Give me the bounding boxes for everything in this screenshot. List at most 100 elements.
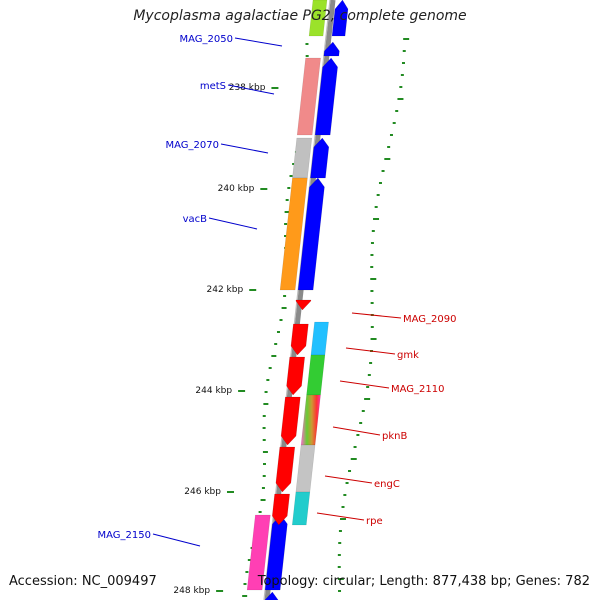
- cog-block: [306, 354, 326, 396]
- kbp-tick-label: 246 kbp: [184, 487, 221, 497]
- gene-arrow-track: [264, 0, 349, 600]
- cog-block: [300, 394, 321, 446]
- gene-arrow: [290, 323, 309, 356]
- gc-tick: [274, 343, 278, 345]
- gc-tick: [338, 542, 342, 544]
- gene-leader-line: [332, 426, 381, 436]
- kbp-tick-mark: [238, 390, 246, 392]
- gc-tick: [370, 278, 377, 280]
- gc-tick: [337, 554, 341, 556]
- gc-tick: [247, 559, 251, 561]
- gene-leader-line: [234, 37, 283, 47]
- gc-tick: [401, 62, 405, 64]
- gc-tick: [287, 187, 291, 189]
- gc-tick: [359, 422, 363, 424]
- gc-tick: [262, 451, 268, 453]
- gene-arrow: [323, 41, 340, 57]
- gc-tick: [353, 446, 357, 448]
- gc-tick: [370, 326, 374, 328]
- gc-tick: [369, 362, 373, 364]
- gc-tick: [285, 199, 289, 201]
- gc-tick: [356, 434, 360, 436]
- gc-tick: [337, 566, 341, 568]
- gc-tick: [370, 266, 374, 268]
- gc-tick: [392, 122, 396, 124]
- map-title: Mycoplasma agalactiae PG2, complete geno…: [133, 8, 467, 24]
- gc-tick: [289, 175, 293, 177]
- gc-tick: [366, 386, 370, 388]
- gene-leader-line: [316, 512, 365, 521]
- cog-block: [279, 177, 308, 291]
- kbp-tick-label: 244 kbp: [195, 386, 232, 396]
- gc-tick: [403, 38, 410, 40]
- gc-tick: [376, 194, 380, 196]
- gene-leader-line: [339, 380, 390, 389]
- topology-text: Topology: circular; Length: 877,438 bp; …: [257, 574, 590, 589]
- gc-tick: [261, 487, 265, 489]
- gc-tick: [281, 307, 287, 309]
- gc-tick: [367, 374, 371, 376]
- gc-tick: [284, 211, 290, 213]
- gc-tick: [395, 110, 399, 112]
- gc-tick: [370, 338, 377, 340]
- accession-text: Accession: NC_009497: [9, 574, 157, 589]
- gene-label: MAG_2050: [180, 34, 234, 45]
- gene-arrow: [271, 493, 290, 526]
- kbp-tick-mark: [260, 188, 268, 190]
- gc-tick: [276, 331, 280, 333]
- gc-tick: [242, 595, 248, 597]
- gene-label: MAG_2090: [403, 314, 457, 325]
- gene-leader-line: [152, 533, 201, 547]
- cog-block: [310, 321, 329, 356]
- gc-tick: [262, 427, 266, 429]
- gc-tick: [370, 242, 374, 244]
- gc-tick: [262, 415, 266, 417]
- gc-tick: [271, 355, 277, 357]
- gene-arrow: [264, 514, 288, 591]
- kbp-tick-label: 238 kbp: [229, 83, 266, 93]
- gc-tick: [268, 367, 272, 369]
- cog-block: [246, 514, 271, 591]
- gc-tick: [389, 134, 393, 136]
- gc-tick: [305, 43, 309, 45]
- gc-tick: [387, 146, 391, 148]
- gc-tick: [361, 410, 365, 412]
- gene-label: gmk: [397, 350, 419, 361]
- gene-arrow: [297, 177, 325, 291]
- gc-tick: [338, 590, 342, 592]
- gc-tick: [373, 218, 380, 220]
- gc-tick: [341, 506, 345, 508]
- cog-block: [292, 137, 313, 179]
- gene-arrow: [295, 299, 312, 311]
- gc-tick: [370, 290, 374, 292]
- cog-block: [308, 0, 328, 37]
- gene-arrow: [314, 57, 338, 136]
- gene-arrow: [280, 396, 301, 446]
- gene-arrow: [310, 137, 330, 179]
- gc-tick: [343, 494, 347, 496]
- gc-tick: [370, 302, 374, 304]
- kbp-tick-mark: [271, 87, 279, 89]
- gc-tick: [262, 463, 266, 465]
- gc-tick: [345, 482, 349, 484]
- gc-tick: [399, 86, 403, 88]
- gc-tick: [266, 379, 270, 381]
- gc-tick: [402, 50, 406, 52]
- gc-tick: [350, 458, 357, 460]
- gene-arrow: [275, 446, 296, 493]
- kbp-tick-mark: [249, 289, 257, 291]
- gc-tick: [337, 578, 344, 580]
- gc-tick: [397, 98, 404, 100]
- gene-arrow: [331, 0, 349, 37]
- gc-tick: [340, 518, 347, 520]
- gene-label: engC: [374, 479, 400, 490]
- kbp-tick-label: 248 kbp: [173, 586, 210, 596]
- kbp-tick-label: 240 kbp: [218, 184, 255, 194]
- cog-block: [291, 491, 311, 526]
- gene-leader-line: [351, 312, 402, 319]
- gc-tick: [264, 391, 268, 393]
- gene-label: MAG_2110: [391, 384, 445, 395]
- gc-tick: [371, 230, 375, 232]
